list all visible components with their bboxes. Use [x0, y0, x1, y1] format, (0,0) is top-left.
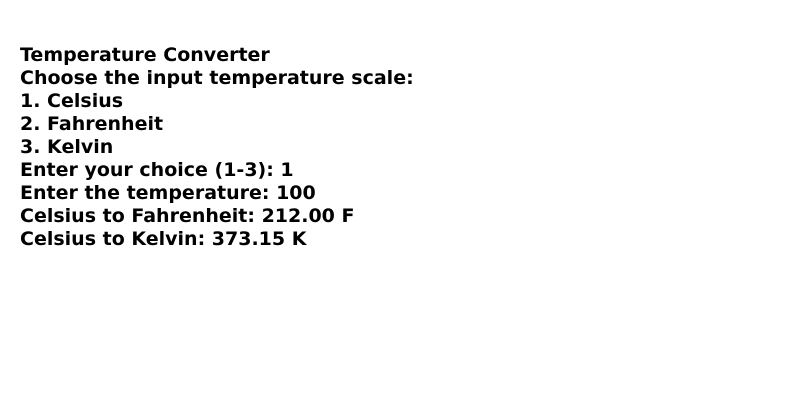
scale-prompt: Choose the input temperature scale: — [20, 67, 414, 89]
temperature-input-line: Enter the temperature: 100 — [20, 182, 316, 204]
option-celsius: 1. Celsius — [20, 90, 124, 112]
console-output: Temperature Converter Choose the input t… — [20, 44, 780, 251]
choice-input-line: Enter your choice (1-3): 1 — [20, 159, 294, 181]
kelvin-result: Celsius to Kelvin: 373.15 K — [20, 228, 307, 250]
option-kelvin: 3. Kelvin — [20, 136, 114, 158]
program-title: Temperature Converter — [20, 44, 270, 66]
option-fahrenheit: 2. Fahrenheit — [20, 113, 164, 135]
fahrenheit-result: Celsius to Fahrenheit: 212.00 F — [20, 205, 355, 227]
